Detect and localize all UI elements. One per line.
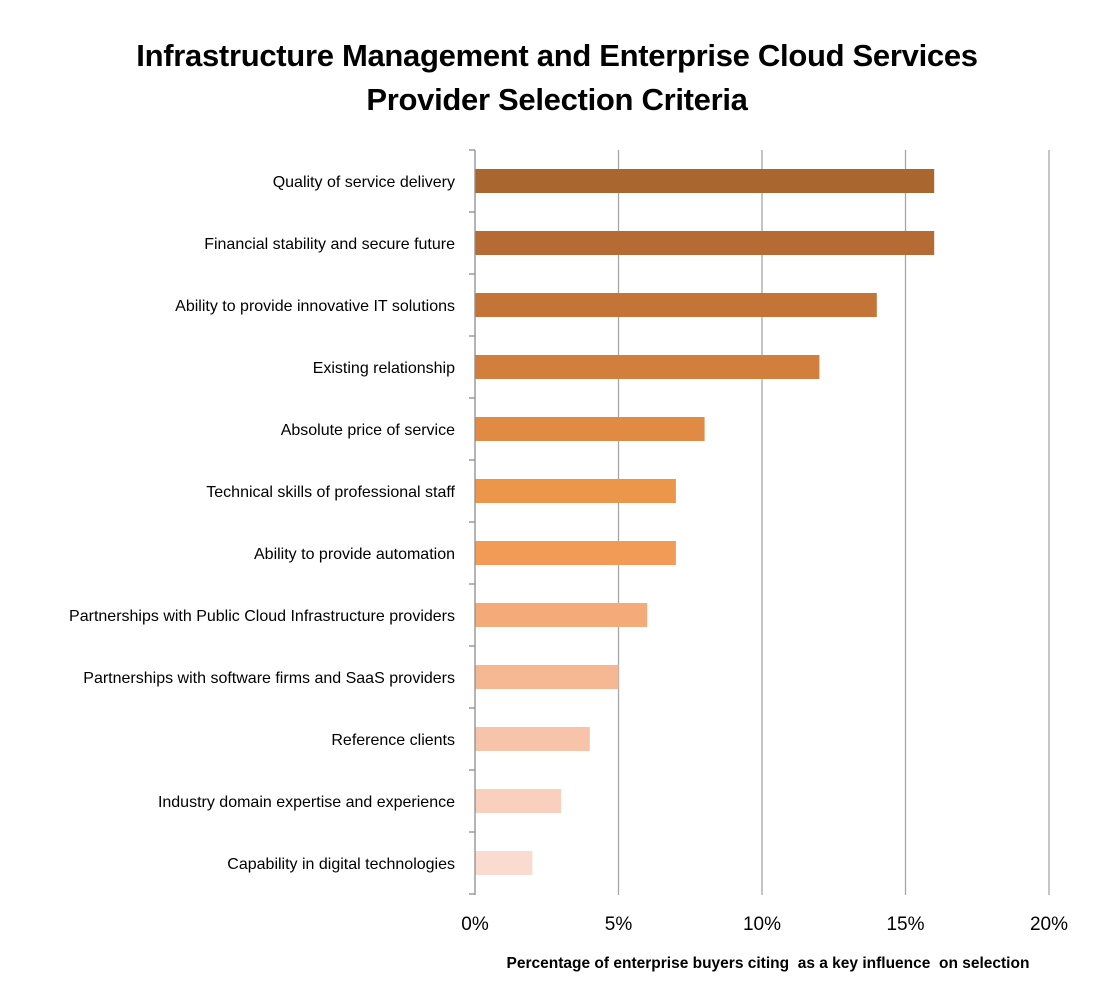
- category-label-9: Partnerships with software firms and Saa…: [83, 670, 455, 687]
- category-label-3: Ability to provide innovative IT solutio…: [175, 298, 455, 315]
- bar-2: [475, 231, 935, 255]
- x-tick-label-0: 0%: [461, 914, 489, 935]
- category-label-10: Reference clients: [331, 732, 455, 749]
- category-label-4: Existing relationship: [313, 360, 455, 377]
- bar-12: [475, 851, 533, 875]
- bar-8: [475, 603, 648, 627]
- category-label-1: Quality of service delivery: [273, 174, 455, 191]
- chart-title-line-2: Provider Selection Criteria: [366, 82, 748, 117]
- x-tick-label-15: 15%: [886, 914, 924, 935]
- bar-10: [475, 727, 590, 751]
- x-tick-label-10: 10%: [743, 914, 781, 935]
- bar-4: [475, 355, 820, 379]
- bars: [475, 169, 935, 875]
- category-label-8: Partnerships with Public Cloud Infrastru…: [69, 608, 455, 625]
- category-labels: Quality of service delivery Financial sta…: [69, 174, 456, 873]
- category-label-12: Capability in digital technologies: [227, 856, 455, 873]
- category-label-5: Absolute price of service: [281, 422, 455, 439]
- bar-11: [475, 789, 562, 813]
- category-label-6: Technical skills of professional staff: [206, 484, 455, 501]
- chart-title: Infrastructure Management and Enterprise…: [0, 34, 1098, 122]
- x-axis-title: Percentage of enterprise buyers citing a…: [507, 955, 1030, 972]
- category-label-11: Industry domain expertise and experience: [158, 794, 455, 811]
- bar-7: [475, 541, 676, 565]
- y-axis: [469, 149, 476, 895]
- category-label-7: Ability to provide automation: [254, 546, 455, 563]
- bar-6: [475, 479, 676, 503]
- gridlines: [617, 150, 1050, 895]
- category-label-2: Financial stability and secure future: [204, 236, 455, 253]
- chart-title-line-1: Infrastructure Management and Enterprise…: [136, 38, 978, 73]
- bar-5: [475, 417, 705, 441]
- x-tick-label-5: 5%: [605, 914, 633, 935]
- bar-9: [475, 665, 619, 689]
- bar-3: [475, 293, 877, 317]
- bar-1: [475, 169, 935, 193]
- x-tick-labels: 0% 5% 10% 15% 20%: [461, 914, 1068, 935]
- x-tick-label-20: 20%: [1030, 914, 1068, 935]
